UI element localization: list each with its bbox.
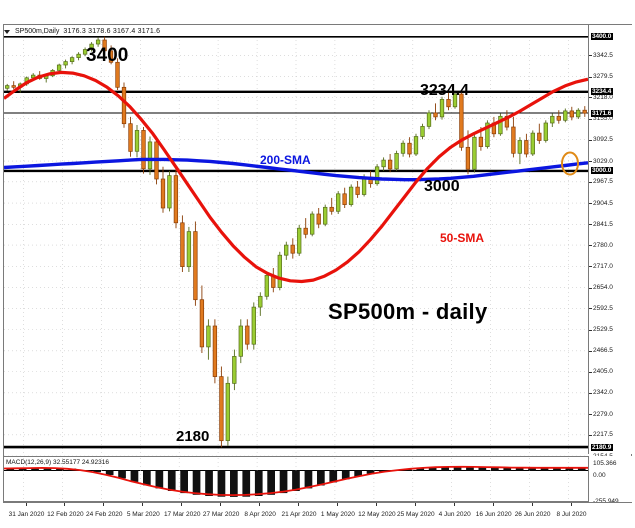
- date-tick: 31 Jan 2020: [8, 511, 45, 518]
- axis-tick-mark: [589, 245, 592, 247]
- axis-tick-mark: [589, 414, 592, 415]
- price-tick: 2217.5: [593, 431, 613, 439]
- date-tick: 12 Feb 2020: [47, 511, 84, 518]
- price-tick: 3218.0: [593, 93, 613, 101]
- price-tick: 2780.0: [593, 241, 613, 249]
- date-tick-mark: [103, 503, 105, 506]
- price-tick: 2529.5: [593, 326, 613, 333]
- date-tick-mark: [336, 503, 338, 506]
- date-tick-mark: [298, 503, 299, 506]
- annotation-chart-title: SP500m - daily: [328, 299, 488, 324]
- axis-tick-mark: [589, 392, 592, 394]
- date-tick-mark: [375, 503, 377, 506]
- axis-tick-mark: [589, 76, 592, 78]
- axis-tick-mark: [589, 161, 592, 163]
- date-tick-mark: [142, 503, 144, 506]
- price-tick-highlighted: 3171.6: [591, 109, 614, 117]
- date-tick-mark: [414, 503, 416, 506]
- price-tick: 2967.5: [593, 178, 613, 186]
- price-tick-highlighted: 2180.9: [591, 443, 614, 451]
- date-tick: 25 May 2020: [397, 511, 435, 518]
- axis-tick-mark: [589, 55, 592, 57]
- axis-tick-mark: [589, 371, 592, 373]
- price-tick: 2592.5: [593, 304, 613, 312]
- axis-tick-mark: [589, 203, 592, 205]
- axis-tick-mark: [589, 266, 592, 268]
- price-tick: 2841.5: [593, 220, 613, 228]
- date-tick-mark: [492, 503, 494, 506]
- date-tick-mark: [259, 503, 261, 506]
- price-tick-highlighted: 3234.4: [591, 88, 614, 96]
- pane-divider: [4, 456, 588, 457]
- date-tick: 8 Jul 2020: [556, 511, 587, 518]
- price-tick: 2654.0: [593, 284, 613, 292]
- date-tick: 24 Feb 2020: [86, 511, 123, 518]
- axis-tick-mark: [589, 287, 592, 289]
- golden-cross-ellipse-icon: [561, 151, 579, 176]
- axis-tick-mark: [589, 139, 592, 141]
- date-tick: 16 Jun 2020: [475, 511, 512, 518]
- date-tick: 8 Apr 2020: [244, 511, 276, 518]
- price-tick: 2904.5: [593, 199, 613, 207]
- symbol-name: SP500m,Daily: [15, 28, 60, 35]
- price-tick: 2405.0: [593, 368, 613, 375]
- macd-axis-tick: 0.00: [593, 471, 606, 479]
- axis-tick-mark: [589, 350, 592, 352]
- date-tick: 12 May 2020: [358, 511, 396, 518]
- macd-axis-tick: -255.949: [593, 498, 619, 505]
- date-tick: 4 Jun 2020: [438, 511, 471, 518]
- price-tick: 3155.0: [593, 115, 613, 123]
- date-tick: 27 Mar 2020: [202, 511, 240, 518]
- annotation-2180: 2180: [176, 428, 210, 445]
- annotation-3234: 3234.4: [420, 82, 469, 99]
- price-tick-highlighted: 3400.0: [591, 32, 614, 40]
- price-tick: 2279.0: [593, 410, 613, 418]
- price-tick: 3092.5: [593, 136, 613, 144]
- time-axis[interactable]: 31 Jan 2020 12 Feb 2020 24 Feb 2020 5 Mar 2…: [3, 502, 632, 526]
- axis-tick-mark: [589, 224, 592, 226]
- axis-tick-mark: [589, 434, 592, 436]
- annotation-3000: 3000: [424, 178, 460, 195]
- macd-indicator-label: MACD(12,26,9) 32.55177 24.92316: [5, 459, 110, 466]
- symbol-header-bar[interactable]: SP500m,Daily 3176.3 3178.6 3167.4 3171.6: [4, 26, 160, 37]
- date-tick: 5 Mar 2020: [126, 511, 160, 518]
- axis-tick-mark: [589, 118, 592, 120]
- symbol-quote-values: 3176.3 3178.6 3167.4 3171.6: [63, 28, 161, 35]
- date-tick: 21 Apr 2020: [281, 511, 317, 518]
- date-tick-mark: [220, 503, 222, 506]
- price-tick: 3029.0: [593, 157, 613, 165]
- price-tick: 2466.5: [593, 347, 613, 355]
- date-tick-mark: [453, 503, 455, 506]
- axis-tick-mark: [589, 181, 592, 183]
- annotation-3400: 3400: [86, 45, 129, 66]
- price-tick-highlighted: 3000.0: [591, 167, 614, 175]
- triangle-down-icon[interactable]: [4, 29, 10, 34]
- price-plot: [4, 36, 588, 456]
- price-pane[interactable]: [4, 36, 588, 456]
- date-tick-mark: [181, 503, 183, 506]
- axis-tick-mark: [589, 308, 592, 310]
- price-tick: 2342.0: [593, 389, 613, 397]
- macd-plot: [4, 458, 588, 501]
- date-tick: 17 Mar 2020: [163, 511, 201, 518]
- price-tick: 3279.5: [593, 73, 613, 81]
- price-tick: 3342.5: [593, 51, 613, 59]
- macd-axis[interactable]: 105.366 0.00 -255.949: [588, 456, 632, 505]
- date-tick-mark: [570, 503, 572, 506]
- date-tick: 1 May 2020: [320, 511, 355, 518]
- date-tick-mark: [25, 503, 27, 506]
- macd-axis-tick: 105.366: [593, 460, 617, 467]
- macd-pane[interactable]: [4, 458, 588, 501]
- price-axis[interactable]: 3400.0 3342.5 3279.5 3234.4 3218.0 3171.6 3155…: [588, 25, 632, 460]
- date-tick-mark: [531, 503, 533, 506]
- axis-tick-mark: [589, 97, 592, 99]
- chart-frame: [3, 24, 632, 502]
- axis-tick-mark: [589, 329, 592, 331]
- date-tick-mark: [64, 503, 66, 506]
- annotation-50-sma: 50-SMA: [440, 231, 485, 245]
- annotation-200-sma: 200-SMA: [260, 153, 311, 167]
- price-tick: 2717.0: [593, 262, 613, 270]
- date-tick: 26 Jun 2020: [514, 511, 551, 518]
